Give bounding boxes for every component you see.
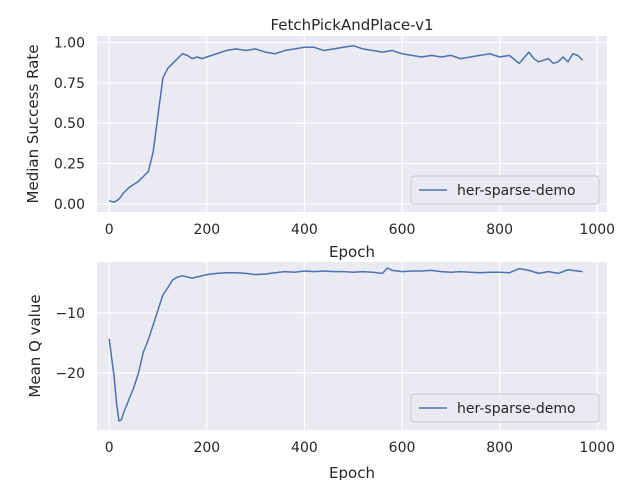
x-tick-label: 400 [291,222,318,238]
y-axis-label-success-rate: Median Success Rate [24,45,42,204]
y-tick-label: 0.75 [54,76,85,92]
x-tick-labels-mean-q: 0 200 400 600 800 1000 [105,440,615,456]
x-tick-label: 0 [105,222,114,238]
y-tick-label: −10 [55,306,85,322]
y-tick-label: 0.50 [54,116,85,132]
y-tick-labels-success-rate: 0.00 0.25 0.50 0.75 1.00 [54,35,85,212]
x-tick-label: 400 [291,440,318,456]
x-tick-label: 1000 [579,440,615,456]
x-tick-label: 200 [193,222,220,238]
x-tick-label: 800 [486,222,513,238]
x-axis-label-success-rate: Epoch [329,243,375,261]
y-tick-label: 1.00 [54,35,85,51]
subplot-success-rate: 0 200 400 600 800 1000 0.00 0.25 0.50 0.75 1.00 F… [24,16,615,261]
subplot-mean-q: 0 200 400 600 800 1000 −10 −20 Epoch Mean Q va… [26,262,615,480]
x-axis-label-mean-q: Epoch [329,464,375,480]
legend-success-rate: her-sparse-demo [410,175,600,205]
x-tick-labels-success-rate: 0 200 400 600 800 1000 [105,222,615,238]
x-tick-label: 800 [486,440,513,456]
series-line-her-sparse-demo-q [108,267,583,422]
x-tick-label: 600 [389,440,416,456]
x-tick-label: 0 [105,440,114,456]
x-tick-label: 600 [389,222,416,238]
y-tick-label: 0.25 [54,157,85,173]
x-tick-label: 1000 [579,222,615,238]
legend-entry-success-rate: her-sparse-demo [457,183,576,199]
y-tick-labels-mean-q: −10 −20 [55,306,85,382]
legend-mean-q: her-sparse-demo [410,393,600,423]
y-tick-label: −20 [55,366,85,382]
series-line-her-sparse-demo-success [108,44,584,204]
grid-mean-q [97,262,607,430]
y-axis-label-mean-q: Mean Q value [26,294,44,397]
legend-box-success-rate [410,175,600,205]
y-tick-label: 0.00 [54,197,85,213]
legend-box-mean-q [410,393,600,423]
legend-entry-mean-q: her-sparse-demo [457,401,576,417]
x-tick-label: 200 [193,440,220,456]
chart-title: FetchPickAndPlace-v1 [270,16,433,34]
